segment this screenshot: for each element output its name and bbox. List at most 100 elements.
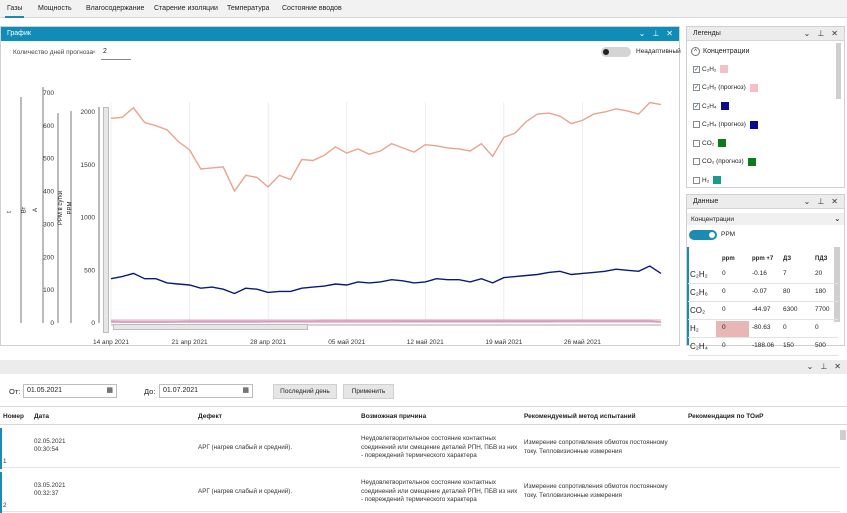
chevron-down-icon[interactable]: ⌄ <box>803 197 811 206</box>
col-header-cause[interactable]: Возможная причина <box>361 413 427 420</box>
legend-checkbox[interactable]: ✓ <box>693 65 700 73</box>
legend-swatch <box>720 102 729 110</box>
forecast-days-label: Количество дней прогноза <box>13 49 93 56</box>
from-date-value: 01.05.2021 <box>27 387 63 394</box>
data-scrollbar[interactable] <box>834 247 840 322</box>
legend-checkbox[interactable] <box>693 139 700 147</box>
legend-swatch <box>713 176 722 184</box>
table-row[interactable] <box>0 428 840 468</box>
legend-label: C₂H₄ <box>702 102 717 110</box>
tab-insulation-aging[interactable]: Старение изоляции <box>154 5 218 12</box>
data-group-header[interactable]: Концентрации ⌄ <box>687 213 844 225</box>
calendar-icon[interactable]: ▦ <box>242 387 249 394</box>
graph-panel-title: График <box>7 30 31 37</box>
close-icon[interactable]: ✕ <box>666 29 673 38</box>
from-label: От: <box>9 387 21 396</box>
data-panel: Данные ⌄ ⊥ ✕ Концентрации ⌄ PPM <box>686 194 845 346</box>
adaptive-toggle[interactable] <box>601 47 631 57</box>
row-accent <box>0 428 2 469</box>
legend-item[interactable]: ✓ C₂H₂ <box>693 64 729 74</box>
legend-label: CO₂ <box>702 139 715 147</box>
legend-label: H₂ <box>702 176 710 184</box>
tab-gases[interactable]: Газы <box>4 5 25 18</box>
tab-bushings-state[interactable]: Состояние вводов <box>282 5 342 12</box>
legend-label: C₂H₂ <box>702 65 717 73</box>
legend-checkbox[interactable]: ✓ <box>693 84 700 91</box>
legend-checkbox[interactable] <box>693 176 700 184</box>
ppm-tick-label: 1000 <box>81 215 96 222</box>
col-header-number[interactable]: Номер <box>3 413 24 420</box>
apply-button[interactable]: Применить <box>343 384 394 399</box>
ppm-toggle-label: PPM <box>721 231 736 238</box>
table-scrollbar[interactable] <box>840 430 846 440</box>
cell-date: 02.05.2021 <box>34 438 66 445</box>
y-tick-label: 600 <box>43 123 54 130</box>
last-day-button[interactable]: Последний день <box>273 384 337 399</box>
pin-icon[interactable]: ⊥ <box>817 197 825 206</box>
tab-bar: Газы Мощность Влагосодержание Старение и… <box>0 0 847 18</box>
vertical-zoom-scrollbar[interactable] <box>103 107 109 333</box>
to-date-input[interactable]: 01.07.2021 ▦ <box>159 384 253 398</box>
cell-defect: АРГ (нагрев слабый и средний). <box>198 488 293 495</box>
chevron-down-icon[interactable]: ⌄ <box>806 362 814 371</box>
legend-item[interactable]: CO₂ <box>693 138 727 148</box>
data-cell-gas: H₂ <box>690 324 699 333</box>
pin-icon[interactable]: ⊥ <box>652 29 660 38</box>
legend-checkbox[interactable]: ✓ <box>693 102 700 110</box>
data-row <box>688 321 838 338</box>
series-line-2 <box>110 265 662 295</box>
data-cell-dz: 0 <box>783 324 787 331</box>
calendar-icon[interactable]: ▦ <box>106 387 113 394</box>
data-cell-gas: CO₂ <box>690 306 706 315</box>
pin-icon[interactable]: ⊥ <box>817 29 825 38</box>
x-tick-label: 26 май 2021 <box>564 338 601 346</box>
y-tick-label: 0 <box>50 320 54 327</box>
ppm-tick-label: 1500 <box>81 162 96 169</box>
legend-group-header[interactable]: ^ Концентрации <box>691 47 749 56</box>
chevron-down-icon[interactable]: ⌄ <box>638 29 646 38</box>
legend-panel-header: Легенды ⌄ ⊥ ✕ <box>687 27 844 41</box>
data-cell-ppm7: -188.06 <box>752 342 775 349</box>
header-divider <box>0 424 847 425</box>
col-header-maintenance[interactable]: Рекомендация по ТОиР <box>688 413 764 420</box>
col-header-test-method[interactable]: Рекомендуемый метод испытаний <box>524 413 636 420</box>
x-tick-label: 05 май 2021 <box>328 338 365 346</box>
legend-checkbox[interactable] <box>693 121 700 128</box>
tab-temperature[interactable]: Температура <box>227 5 270 12</box>
chevron-down-icon[interactable]: ⌄ <box>803 29 811 38</box>
forecast-clear-button[interactable]: × <box>92 49 96 56</box>
legend-scrollbar[interactable] <box>836 43 841 99</box>
x-tick-label: 28 апр 2021 <box>250 339 286 346</box>
pin-icon[interactable]: ⊥ <box>820 362 828 371</box>
tab-moisture[interactable]: Влагосодержание <box>86 5 145 12</box>
legend-item[interactable]: H₂ <box>693 175 722 185</box>
close-icon[interactable]: ✕ <box>831 197 838 206</box>
legend-item[interactable]: CO₂ (прогноз) <box>693 157 756 167</box>
data-cell-pdz: 180 <box>815 288 826 295</box>
legend-item[interactable]: C₂H₄ (прогноз) <box>693 120 758 130</box>
data-group-label: Концентрации <box>691 216 735 223</box>
close-icon[interactable]: ✕ <box>834 362 841 371</box>
cell-defect: АРГ (нагрев слабый и средний). <box>198 444 293 451</box>
x-tick-label: 12 май 2021 <box>407 338 444 346</box>
forecast-days-input[interactable]: 2 <box>101 48 131 60</box>
horizontal-zoom-scrollbar[interactable] <box>113 324 308 330</box>
axis-label-ppm: PPM <box>67 201 74 215</box>
data-cell-ppm: 0 <box>722 306 726 313</box>
to-date-value: 01.07.2021 <box>163 387 199 394</box>
y-tick-label: 400 <box>43 189 54 196</box>
axis-label-ppm-per-day: PPM в сутки <box>58 190 65 226</box>
data-col-header: ПДЗ <box>815 256 828 262</box>
cell-method: Измерение сопротивления обмоток постоянн… <box>524 483 668 499</box>
legend-checkbox[interactable] <box>693 158 700 165</box>
ppm-toggle[interactable] <box>689 230 717 240</box>
col-header-date[interactable]: Дата <box>34 413 50 420</box>
close-icon[interactable]: ✕ <box>831 29 838 38</box>
tab-power[interactable]: Мощность <box>38 5 72 12</box>
legend-item[interactable]: ✓ C₂H₂ (прогноз) <box>693 83 758 93</box>
legend-item[interactable]: ✓ C₂H₄ <box>693 101 729 111</box>
col-header-defect[interactable]: Дефект <box>198 413 222 420</box>
cell-num: 2 <box>3 502 7 509</box>
from-date-input[interactable]: 01.05.2021 ▦ <box>23 384 117 398</box>
data-cell-ppm7: -0.16 <box>752 270 767 277</box>
